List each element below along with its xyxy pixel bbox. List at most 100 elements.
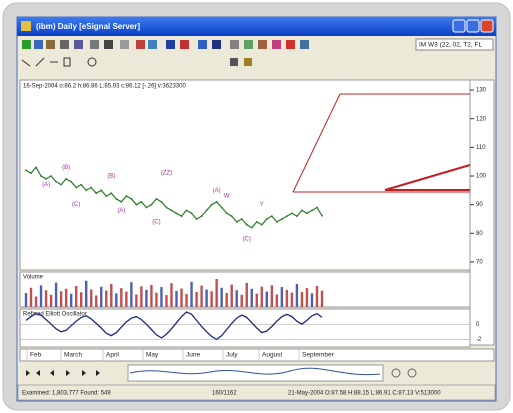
minimize[interactable] [452,19,466,33]
price-point [205,209,208,212]
toolbar: IM W3 (22, 02, T2, FL [21,38,494,67]
volume-bar [240,294,243,307]
wave-label: (A) [42,182,50,188]
price-axis [469,79,495,346]
price-point [105,195,108,197]
nav-button[interactable] [82,370,86,376]
volume-bar [310,293,314,307]
price-point [85,189,88,192]
tool[interactable] [21,59,31,67]
nav-buttons [26,370,100,376]
volume-bar [39,285,43,307]
close[interactable] [480,19,494,33]
tool[interactable] [180,40,189,49]
volume-bar [49,294,53,307]
price-point [255,220,258,223]
volume-bar [115,293,118,307]
tool[interactable] [104,40,113,49]
osc-tick-label: -2 [476,337,482,343]
tool[interactable] [87,57,97,67]
volume-bar [79,292,83,307]
tool[interactable] [244,40,253,49]
price-point [316,206,318,209]
tool[interactable] [60,40,69,49]
nav-button[interactable] [50,370,54,376]
price-point [35,166,37,169]
tool[interactable] [22,40,31,49]
price-point [75,186,78,189]
tool[interactable] [148,40,157,49]
price-point [110,192,113,195]
nav-button[interactable] [407,368,417,378]
y-tick-label: 70 [476,260,483,266]
tool[interactable] [90,40,99,49]
volume-bar [34,296,38,307]
price-point [260,223,263,226]
price-point [65,177,68,180]
price-point [306,212,308,215]
volume-bar [160,287,163,307]
nav-button[interactable] [391,368,401,378]
price-point [280,218,283,220]
price-point [200,215,203,218]
tool[interactable] [136,40,145,49]
month-label: August [262,352,282,359]
tool[interactable] [198,40,207,49]
price-point [170,209,173,212]
month-label: September [302,352,335,359]
wave-label: (C) [243,237,251,243]
volume-bar [44,290,48,307]
price-point [115,198,118,200]
y-tick-label: 80 [476,231,483,237]
tool[interactable] [230,58,238,66]
tool[interactable] [258,40,267,49]
chart-header: 16-Sep-2004 o:86.2 h:86.86 L:85.93 c:86.… [23,84,186,90]
price-point [301,209,303,212]
price-point [240,218,243,220]
tool[interactable] [166,40,175,49]
time-axis [19,348,495,362]
nav-button[interactable] [96,370,100,376]
volume-bar [130,282,133,307]
tool[interactable] [35,57,45,67]
volume-bar [95,295,98,307]
wave-label: Y [260,202,264,208]
volume-bar [300,291,304,307]
volume-bar [280,287,284,307]
volume-bar [145,289,148,307]
volume-bar [290,292,294,307]
volume-bar [29,287,33,307]
tool[interactable] [34,40,43,49]
volume-bar [185,294,188,307]
tool[interactable] [300,40,309,49]
study-box[interactable] [415,38,494,51]
volume-bar [69,293,73,307]
nav-button[interactable] [66,370,70,376]
price-point [125,195,128,197]
volume-bar [305,288,309,307]
tool[interactable] [272,40,281,49]
maximize[interactable] [466,19,480,33]
tool[interactable] [120,40,129,49]
volume-bar [260,286,263,307]
tool[interactable] [74,40,83,49]
volume-bar [74,286,78,307]
price-point [135,203,138,206]
price-point [70,180,73,183]
tool[interactable] [230,40,239,49]
tool[interactable] [46,40,55,49]
price-point [55,180,58,183]
volume-bar [155,292,158,307]
volume-bar [170,283,173,307]
volume-bar [140,286,143,307]
tool[interactable] [244,58,252,66]
nav-button[interactable] [36,370,40,376]
price-point [210,203,213,206]
tool[interactable] [286,40,295,49]
price-point [235,220,238,223]
tool[interactable] [212,40,221,49]
wave-label: (ZZ) [161,171,172,177]
nav-button[interactable] [26,370,30,376]
tool[interactable] [63,57,71,67]
